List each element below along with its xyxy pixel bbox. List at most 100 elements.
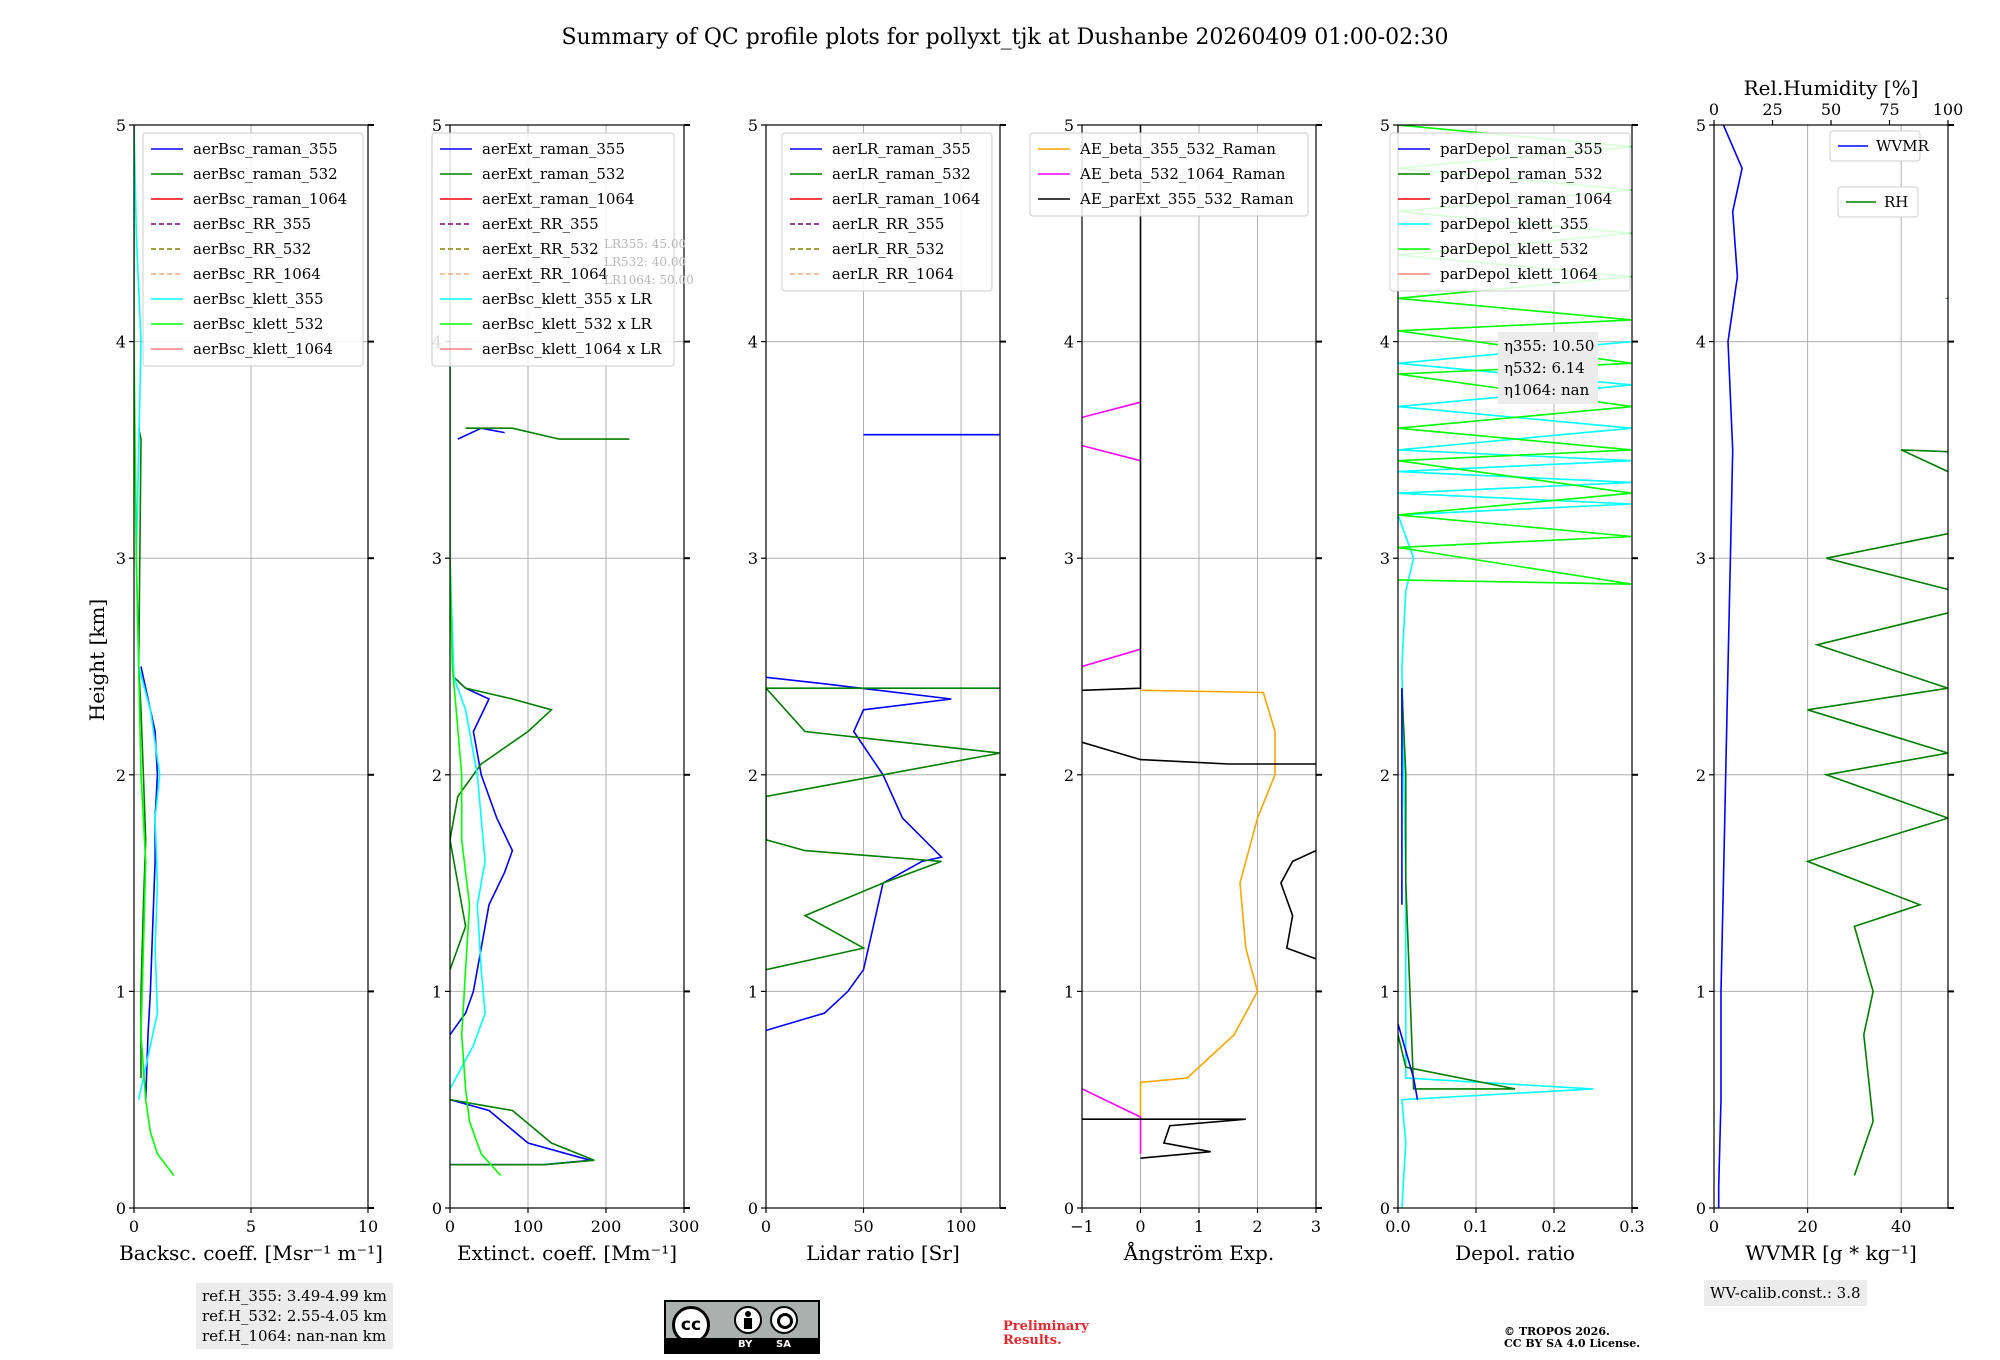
x-tick-label: 10 <box>358 1217 378 1236</box>
x-tick-label: 0.3 <box>1619 1217 1644 1236</box>
top-x-tick-label: 100 <box>1933 100 1964 119</box>
legend-entry: aerBsc_klett_532 x LR <box>482 315 653 333</box>
x-tick-label: −1 <box>1070 1217 1094 1236</box>
series-group <box>134 125 175 1176</box>
legend-entry: aerBsc_klett_532 <box>193 315 324 333</box>
panel-depol: 0 1 2 3 4 5 0.0 0.1 0.2 0.3 Depol. ratio parDepol_r… <box>1380 116 1645 1265</box>
series-line-RH <box>1805 297 1948 1176</box>
panel-bsc: 0 1 2 3 4 5 0 5 10 Backsc. coeff. [Msr⁻¹ m⁻¹] aerB… <box>116 116 383 1265</box>
legend-entry: parDepol_raman_355 <box>1440 140 1603 158</box>
legend-entry: parDepol_raman_1064 <box>1440 190 1612 208</box>
y-tick-label: 4 <box>116 333 126 352</box>
legend-entry: aerBsc_raman_532 <box>193 165 338 183</box>
x-tick-label: 0.1 <box>1463 1217 1488 1236</box>
legend-entry: aerExt_RR_532 <box>482 240 599 258</box>
top-x-tick-label: 50 <box>1821 100 1841 119</box>
y-tick-label: 1 <box>1696 982 1706 1001</box>
x-tick-label: 0 <box>129 1217 139 1236</box>
y-tick-label: 2 <box>432 766 442 785</box>
cc-by-label: BY <box>738 1339 753 1350</box>
y-tick-label: 4 <box>748 333 758 352</box>
legend-entry: aerLR_raman_355 <box>832 140 971 158</box>
by-person-icon <box>734 1306 762 1334</box>
wv-calib-note: WV-calib.const.: 3.8 <box>1704 1280 1867 1306</box>
x-tick-label: 0.2 <box>1541 1217 1566 1236</box>
legend-box <box>1389 132 1631 292</box>
x-axis-label: Extinct. coeff. [Mm⁻¹] <box>457 1241 677 1265</box>
top-x-tick-label: 75 <box>1879 100 1899 119</box>
legend-entry: aerExt_raman_1064 <box>482 190 635 208</box>
legend-entry: aerBsc_raman_355 <box>193 140 338 158</box>
legend-entry: aerBsc_RR_355 <box>193 215 311 233</box>
preliminary-line-1: Preliminary <box>1003 1319 1089 1334</box>
y-tick-label: 0 <box>748 1199 758 1218</box>
preliminary-line-2: Results. <box>1003 1333 1062 1348</box>
legend-entry: parDepol_klett_355 <box>1440 215 1589 233</box>
y-tick-label: 3 <box>1380 549 1390 568</box>
series-line-AE_beta_532_1064_Raman <box>1082 401 1141 419</box>
y-tick-label: 1 <box>432 982 442 1001</box>
series-line-parDepol_raman_355 <box>1398 1023 1419 1100</box>
x-tick-label: 3 <box>1311 1217 1321 1236</box>
legend-entry: parDepol_klett_1064 <box>1440 265 1598 283</box>
y-tick-label: 5 <box>748 116 758 135</box>
copyright-line-1: © TROPOS 2026. <box>1504 1325 1610 1338</box>
y-tick-label: 2 <box>1380 766 1390 785</box>
legend-entry: WVMR <box>1876 137 1930 155</box>
eta-note: η1064: nan <box>1504 381 1590 399</box>
x-tick-label: 0 <box>445 1217 455 1236</box>
y-tick-label: 4 <box>1696 333 1706 352</box>
cc-label-bar: BY SA <box>666 1338 818 1352</box>
y-tick-label: 0 <box>432 1199 442 1218</box>
y-tick-label: 3 <box>1696 549 1706 568</box>
preliminary-note: Preliminary Results. <box>1003 1320 1089 1348</box>
series-line-parDepol_klett_355 <box>1398 340 1632 1208</box>
ref-height-532: ref.H_532: 2.55-4.05 km <box>202 1307 387 1325</box>
y-tick-label: 2 <box>748 766 758 785</box>
series-line-aerLR_raman_355 <box>766 676 952 1032</box>
series-line-WVMR <box>1717 125 1743 1208</box>
legend-entry: aerLR_raman_1064 <box>832 190 980 208</box>
series-line-aerLR_raman_532 <box>766 687 1000 971</box>
legend-box <box>1029 132 1309 217</box>
top-x-axis-label: Rel.Humidity [%] <box>1744 76 1919 100</box>
x-tick-label: 100 <box>513 1217 544 1236</box>
series-group <box>450 341 630 1177</box>
x-tick-label: 40 <box>1891 1217 1911 1236</box>
legend-entry: parDepol_klett_532 <box>1440 240 1589 258</box>
series-line-aerExt_raman_355 <box>457 427 505 440</box>
x-axis-label: WVMR [g * kg⁻¹] <box>1745 1241 1917 1265</box>
y-tick-label: 2 <box>1696 766 1706 785</box>
eta-box <box>1498 332 1598 404</box>
x-tick-label: 200 <box>591 1217 622 1236</box>
legend-box <box>781 132 993 292</box>
legend-entry: aerBsc_RR_532 <box>193 240 311 258</box>
legend-entry: aerBsc_raman_1064 <box>193 190 347 208</box>
legend-entry: AE_beta_355_532_Raman <box>1079 140 1276 158</box>
series-line-AE_parExt_355_532_Raman <box>1082 741 1316 765</box>
series-line-AE_beta_532_1064_Raman <box>1082 1088 1142 1154</box>
series-line-aerExt_raman_355 <box>450 676 514 1036</box>
series-group <box>1082 125 1316 1159</box>
legend-entry: AE_parExt_355_532_Raman <box>1079 190 1294 208</box>
series-line-aerExt_raman_532 <box>465 427 630 440</box>
y-tick-label: 5 <box>1380 116 1390 135</box>
figure-title: Summary of QC profile plots for pollyxt_… <box>561 25 1448 50</box>
eta-note: η532: 6.14 <box>1504 359 1585 377</box>
x-axis-label: Ångström Exp. <box>1123 1240 1274 1265</box>
y-tick-label: 1 <box>1380 982 1390 1001</box>
series-line-aerBsc_raman_532 <box>137 428 147 1078</box>
x-tick-label: 0 <box>1709 1217 1719 1236</box>
y-tick-label: 1 <box>116 982 126 1001</box>
x-tick-label: 50 <box>853 1217 873 1236</box>
legend-entry: RH <box>1884 193 1908 211</box>
x-tick-label: 0 <box>761 1217 771 1236</box>
legend-entry: aerExt_raman_355 <box>482 140 625 158</box>
legend-entry: aerBsc_klett_355 <box>193 290 324 308</box>
series-line-aerBsc_klett_355 x LR <box>450 341 486 1090</box>
ref-height-355: ref.H_355: 3.49-4.99 km <box>202 1287 387 1305</box>
